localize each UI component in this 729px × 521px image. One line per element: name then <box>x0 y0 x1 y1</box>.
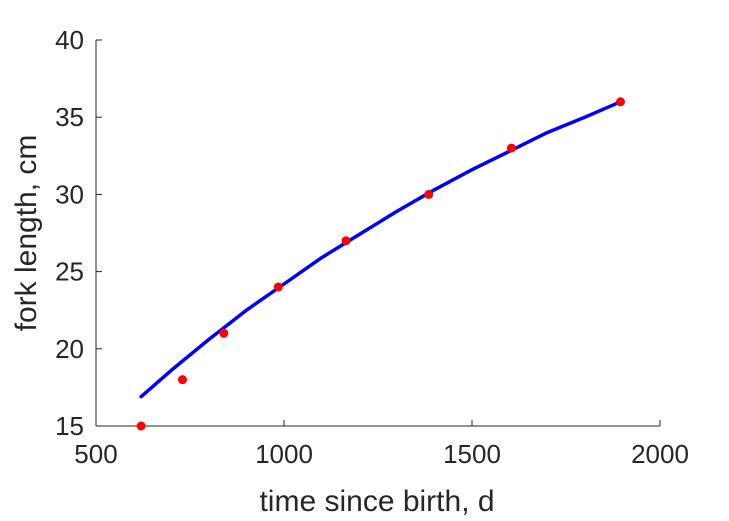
data-point <box>219 328 229 338</box>
axes <box>95 40 660 427</box>
y-tick-label: 30 <box>55 179 84 209</box>
x-tick-label: 2000 <box>631 439 689 469</box>
x-tick-label: 1500 <box>443 439 501 469</box>
data-point <box>341 236 351 246</box>
y-axis-label: fork length, cm <box>10 135 43 332</box>
data-point <box>616 97 626 107</box>
y-tick-label: 35 <box>55 102 84 132</box>
data-point <box>506 143 516 153</box>
data-points-series <box>136 97 626 431</box>
fit-curve <box>139 100 623 399</box>
x-ticks: 500 1000 1500 2000 <box>74 420 689 469</box>
x-axis-label: time since birth, d <box>259 485 494 518</box>
y-tick-label: 40 <box>55 25 84 55</box>
data-point <box>177 375 187 385</box>
x-tick-label: 1000 <box>255 439 313 469</box>
y-ticks: 15 20 25 30 35 40 <box>55 25 102 441</box>
data-point <box>136 421 146 431</box>
x-tick-label: 500 <box>74 439 117 469</box>
y-tick-label: 15 <box>55 411 84 441</box>
y-tick-label: 20 <box>55 334 84 364</box>
y-tick-label: 25 <box>55 257 84 287</box>
data-point <box>273 282 283 292</box>
data-point <box>424 189 434 199</box>
fit-line-series <box>139 100 623 399</box>
